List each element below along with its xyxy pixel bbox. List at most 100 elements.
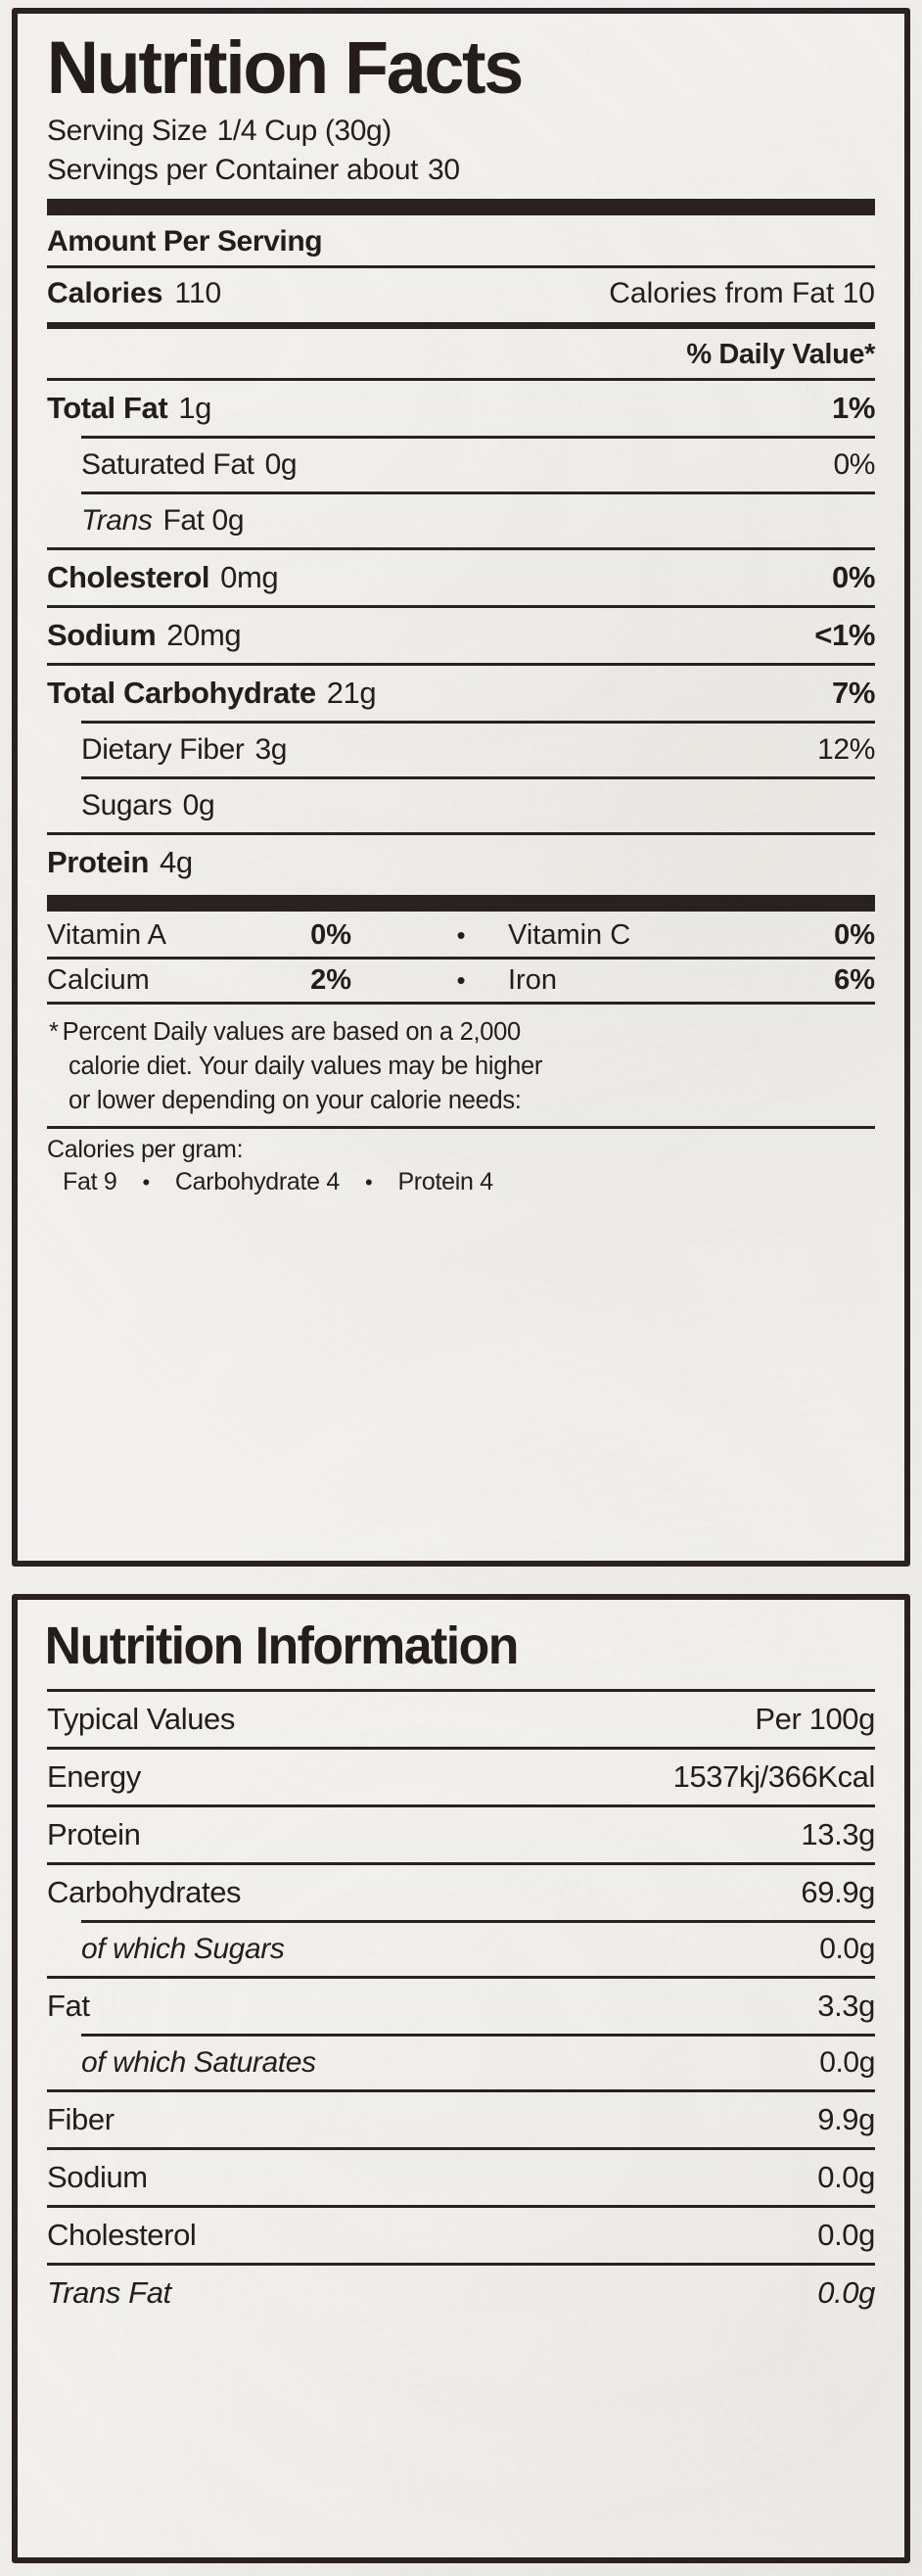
intl-value: 3.3g xyxy=(817,1989,875,2023)
iron-cell: Iron 6% xyxy=(492,964,875,997)
intl-header-row: Typical Values Per 100g xyxy=(37,1697,885,1742)
divider xyxy=(47,378,875,382)
intl-label: Protein xyxy=(47,1817,141,1851)
divider xyxy=(47,265,875,269)
divider xyxy=(47,547,875,551)
serving-size-line: Serving Size 1/4 Cup (30g) xyxy=(37,112,885,151)
divider xyxy=(47,1002,875,1006)
calcium-label: Calcium xyxy=(47,964,150,997)
footnote-line-1: * Percent Daily values are based on a 2,0… xyxy=(49,1018,521,1047)
daily-value-footnote: * Percent Daily values are based on a 2,0… xyxy=(37,1009,885,1121)
nutrient-row-protein: Protein 4g xyxy=(37,840,885,885)
intl-row-of-which-saturates: of which Saturates 0.0g xyxy=(37,2041,885,2084)
vitamin-c-value: 0% xyxy=(834,919,875,952)
intl-label: Trans Fat xyxy=(47,2275,171,2310)
asterisk-icon: * xyxy=(49,1018,59,1047)
servings-per-container-value: 30 xyxy=(428,153,460,186)
vitamin-c-cell: Vitamin C 0% xyxy=(492,919,875,952)
calories-row: Calories 110 Calories from Fat 10 xyxy=(37,273,885,314)
nutrient-dv: <1% xyxy=(814,618,875,653)
cpg-carbohydrate: Carbohydrate 4 xyxy=(174,1168,341,1196)
amount-per-serving-label: Amount Per Serving xyxy=(47,225,323,258)
nutrient-label: Total Carbohydrate 21g xyxy=(47,676,377,711)
divider xyxy=(47,663,875,667)
daily-value-header-row: % Daily Value* xyxy=(37,335,885,373)
nutrient-dv: 7% xyxy=(831,676,875,711)
servings-per-container-label: Servings per Container about xyxy=(47,153,419,186)
intl-row-sodium: Sodium 0.0g xyxy=(37,2155,885,2200)
calcium-cell: Calcium 2% xyxy=(47,964,430,997)
nutrient-row-cholesterol: Cholesterol 0mg 0% xyxy=(37,555,885,600)
intl-value: 9.9g xyxy=(817,2102,875,2136)
divider xyxy=(47,605,875,609)
divider xyxy=(47,957,875,960)
cpg-fat: Fat 9 xyxy=(63,1168,117,1196)
divider-indent xyxy=(81,1920,875,1923)
intl-row-energy: Energy 1537kj/366Kcal xyxy=(37,1755,885,1800)
footnote-line-3: or lower depending on your calorie needs… xyxy=(69,1086,522,1114)
nutrition-information-panel: Nutrition Information Typical Values Per… xyxy=(12,1594,910,2563)
intl-label: Carbohydrates xyxy=(47,1875,242,1909)
divider-medium xyxy=(47,322,875,330)
intl-value: 1537kj/366Kcal xyxy=(672,1759,876,1794)
divider xyxy=(47,2263,875,2266)
bullet-dot-icon: • xyxy=(365,1170,373,1195)
calcium-value: 2% xyxy=(310,964,351,997)
intl-label: Sodium xyxy=(47,2160,148,2194)
daily-value-header: % Daily Value* xyxy=(686,339,875,371)
calories-left: Calories 110 xyxy=(47,277,221,310)
nutrient-row-total-carbohydrate: Total Carbohydrate 21g 7% xyxy=(37,671,885,716)
calories-label: Calories xyxy=(47,277,163,310)
intl-page-title: Nutrition Information xyxy=(44,1616,520,1675)
serving-size-label: Serving Size xyxy=(47,115,207,147)
nutrient-label: Saturated Fat 0g xyxy=(81,448,298,482)
intl-row-trans-fat: Trans Fat 0.0g xyxy=(37,2271,885,2316)
bullet-dot-icon: • xyxy=(456,965,466,996)
serving-size-value: 1/4 Cup (30g) xyxy=(216,115,392,147)
divider xyxy=(47,1689,875,1692)
intl-value: 0.0g xyxy=(817,2275,875,2310)
nutrient-label: Sodium 20mg xyxy=(47,618,242,653)
intl-row-of-which-sugars: of which Sugars 0.0g xyxy=(37,1928,885,1971)
divider xyxy=(47,2205,875,2208)
intl-value: 0.0g xyxy=(817,2160,875,2194)
page-title: Nutrition Facts xyxy=(46,26,525,110)
intl-value: 13.3g xyxy=(801,1817,875,1851)
divider xyxy=(47,1747,875,1750)
nutrient-label: Trans Fat 0g xyxy=(81,504,245,538)
nutrient-label: Protein 4g xyxy=(47,845,193,880)
per-100g-label: Per 100g xyxy=(755,1702,875,1736)
iron-label: Iron xyxy=(508,964,557,997)
cpg-protein: Protein 4 xyxy=(397,1168,493,1196)
iron-value: 6% xyxy=(834,964,875,997)
divider-indent xyxy=(81,2034,875,2037)
intl-row-cholesterol: Cholesterol 0.0g xyxy=(37,2213,885,2258)
calories-per-gram-title: Calories per gram: xyxy=(47,1136,244,1164)
nutrient-dv: 12% xyxy=(817,733,875,767)
nutrient-label: Sugars 0g xyxy=(81,789,215,822)
nutrient-row-total-fat: Total Fat 1g 1% xyxy=(37,386,885,431)
divider xyxy=(47,1976,875,1979)
nutrient-row-sugars: Sugars 0g xyxy=(37,784,885,827)
divider xyxy=(47,2089,875,2092)
nutrient-row-saturated-fat: Saturated Fat 0g 0% xyxy=(37,444,885,487)
intl-value: 0.0g xyxy=(819,1933,875,1965)
intl-label: Fat xyxy=(47,1989,90,2023)
amount-per-serving-row: Amount Per Serving xyxy=(37,223,885,260)
bullet-dot-icon: • xyxy=(456,920,466,951)
intl-label: Fiber xyxy=(47,2102,115,2136)
divider xyxy=(47,1804,875,1807)
divider-thick xyxy=(47,199,875,216)
nutrient-label: Dietary Fiber 3g xyxy=(81,733,288,767)
intl-label: Energy xyxy=(47,1759,141,1794)
vitamin-c-label: Vitamin C xyxy=(508,919,631,952)
intl-value: 0.0g xyxy=(819,2046,875,2079)
divider xyxy=(47,2147,875,2150)
nutrient-label: Total Fat 1g xyxy=(47,391,211,426)
vitamin-a-cell: Vitamin A 0% xyxy=(47,919,430,952)
nutrient-row-dietary-fiber: Dietary Fiber 3g 12% xyxy=(37,728,885,772)
vitamin-row-a-c: Vitamin A 0% • Vitamin C 0% xyxy=(37,919,885,952)
nutrient-dv: 1% xyxy=(831,391,875,426)
intl-row-carbohydrates: Carbohydrates 69.9g xyxy=(37,1870,885,1915)
servings-per-container-line: Servings per Container about 30 xyxy=(37,151,885,190)
